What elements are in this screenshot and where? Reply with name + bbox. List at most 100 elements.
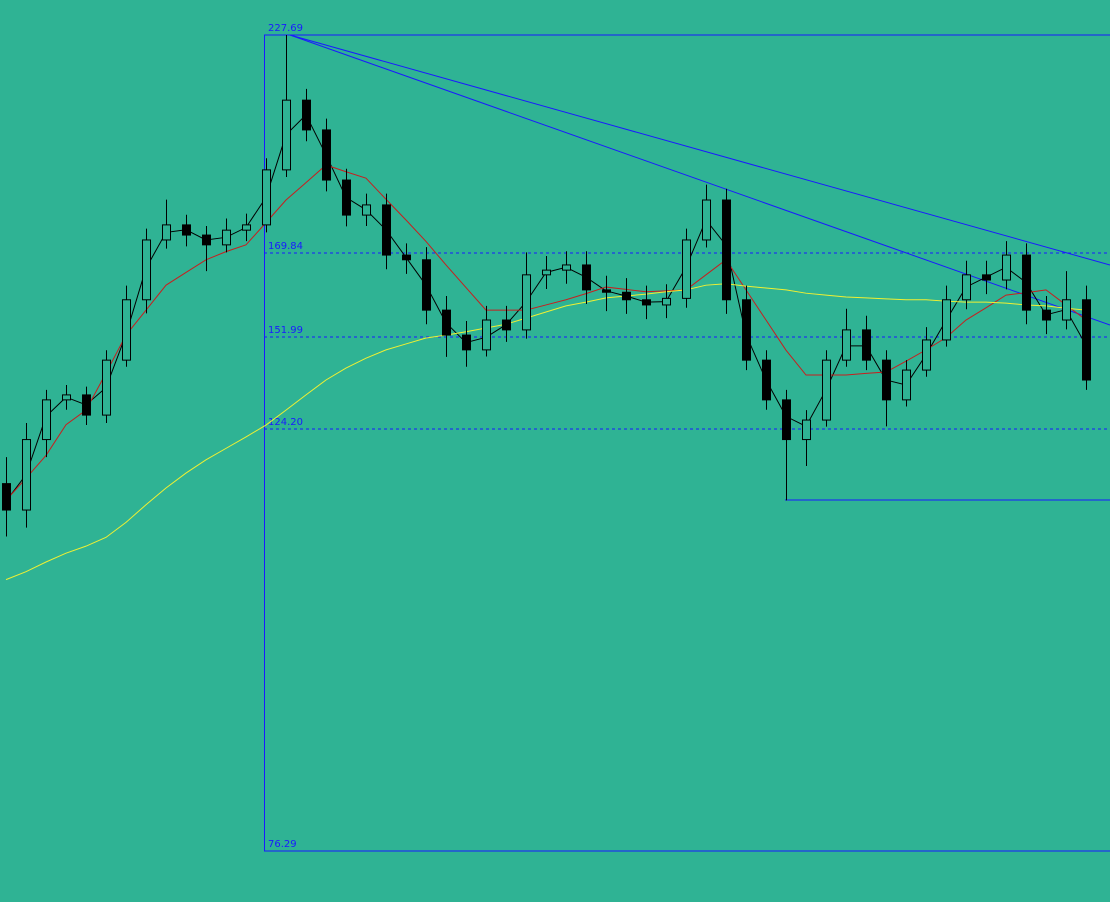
candle [962, 260, 971, 310]
candle [462, 320, 471, 367]
candle [982, 260, 991, 295]
candle-body [2, 483, 11, 511]
candle [62, 384, 71, 410]
candle-body [82, 394, 91, 416]
candle-body [242, 224, 251, 231]
candle-body [22, 439, 31, 511]
candle [1022, 243, 1031, 325]
candle [762, 350, 771, 410]
candle-body [482, 319, 491, 351]
candle-body [842, 329, 851, 361]
candle-body [162, 224, 171, 241]
candle-body [782, 399, 791, 441]
candle [382, 193, 391, 270]
candle [582, 251, 591, 305]
candle-body [702, 199, 711, 241]
candle-body [982, 274, 991, 281]
candle-body [622, 291, 631, 301]
candle [1062, 271, 1071, 330]
moving-average [5, 164, 1087, 501]
candle-body [122, 299, 131, 361]
candle [262, 158, 271, 233]
candle [862, 315, 871, 371]
moving-average [5, 283, 1087, 581]
candle-body [142, 239, 151, 301]
trend-line [289, 34, 1110, 326]
candle-body [962, 274, 971, 301]
candle [602, 275, 611, 312]
moving-average [5, 114, 1087, 502]
candle [822, 350, 831, 427]
candle [942, 285, 951, 347]
candle [402, 243, 411, 274]
candle [322, 118, 331, 192]
candle [302, 88, 311, 142]
candle [682, 228, 691, 308]
candle-body [882, 359, 891, 401]
level-label: 76.29 [268, 839, 297, 850]
candle [562, 251, 571, 284]
candle-body [942, 299, 951, 341]
candle [142, 228, 151, 314]
candle [902, 360, 911, 407]
candle-body [602, 289, 611, 293]
candle [242, 213, 251, 242]
candle-body [302, 99, 311, 131]
candle [342, 168, 351, 227]
candle-body [342, 179, 351, 216]
candle [442, 296, 451, 357]
candle-body [42, 399, 51, 441]
candle-body [202, 234, 211, 246]
candle-body [502, 319, 511, 331]
candle-body [682, 239, 691, 299]
candle [722, 188, 731, 314]
level-label: 124.20 [268, 417, 303, 428]
candle [802, 410, 811, 466]
candle [82, 386, 91, 426]
candle [282, 35, 291, 178]
candle [502, 305, 511, 342]
candle-body [282, 99, 291, 171]
candle [702, 184, 711, 248]
candle [542, 256, 551, 289]
candle-body [222, 229, 231, 246]
candle [362, 193, 371, 227]
candle-body [182, 224, 191, 236]
candle [522, 252, 531, 339]
candle-body [742, 299, 751, 361]
candle-body [1002, 254, 1011, 281]
candle [22, 423, 31, 528]
candle-body [822, 359, 831, 421]
candle-body [442, 309, 451, 336]
candle-body [562, 264, 571, 271]
candle-body [422, 259, 431, 311]
candle [642, 285, 651, 320]
candle-body [362, 204, 371, 216]
level-label: 151.99 [268, 325, 303, 336]
candle-body [102, 359, 111, 416]
candle-body [402, 254, 411, 261]
candle [1082, 285, 1091, 390]
candle [422, 247, 431, 325]
candle-body [722, 199, 731, 301]
trend-line [289, 34, 1110, 266]
candle [922, 327, 931, 377]
candle [102, 350, 111, 424]
candle-body [542, 269, 551, 276]
candle [202, 226, 211, 272]
candle-body [582, 264, 591, 291]
candle [222, 218, 231, 253]
candle-body [862, 329, 871, 361]
candle [2, 457, 11, 537]
candle-body [522, 274, 531, 331]
candle-body [642, 299, 651, 306]
candle [42, 389, 51, 458]
candle [1042, 296, 1051, 335]
candle-body [1042, 309, 1051, 321]
candle-body [262, 169, 271, 226]
candle [882, 350, 891, 427]
candle [122, 285, 131, 367]
candle-body [902, 369, 911, 401]
